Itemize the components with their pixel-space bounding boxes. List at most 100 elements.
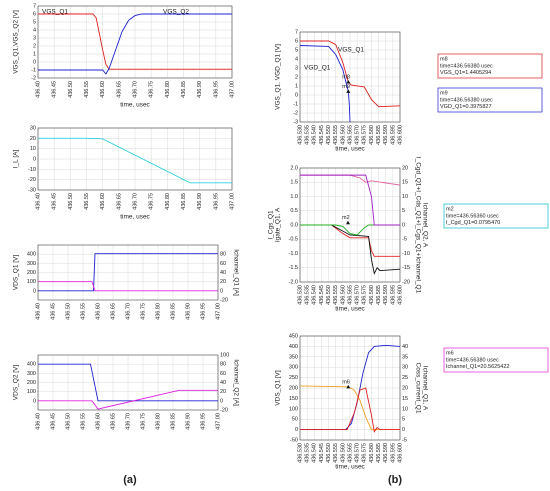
marker-box	[437, 53, 543, 79]
x-axis-label: time, usec	[335, 464, 365, 471]
y2-tick-label: 60	[220, 261, 226, 267]
x-tick-label: 436.55	[84, 193, 90, 210]
marker-box-title: m2	[446, 206, 454, 212]
marker-box-text: I_Cgd_Q1=0.0795470	[446, 220, 500, 226]
x-tick-label: 436.585	[376, 443, 382, 463]
y-tick-label: -50	[290, 437, 298, 443]
y-tick-label: 50	[292, 417, 298, 423]
y-tick-label: 4	[295, 56, 298, 62]
y-tick-label: 1.5	[290, 180, 298, 186]
x-tick-label: 436.70	[125, 303, 131, 320]
y2-tick-label: 0	[402, 427, 405, 433]
legend-label: VGS_Q1	[338, 47, 364, 54]
x-tick-label: 436.90	[197, 81, 203, 98]
y-tick-label: 3	[295, 65, 298, 71]
x-tick-label: 436.555	[333, 285, 339, 305]
y2-tick-label: 40	[402, 344, 408, 350]
series-line	[38, 363, 218, 402]
y2-axis-label: I_Cgd_Q1+I_Cds_Q1+I_Cgs_Q1+Ichannel_Q1	[414, 157, 421, 294]
series-line	[300, 224, 401, 275]
y2-tick-label: -15	[402, 265, 410, 271]
y2-axis-label: Ichannel_Q1, A	[421, 366, 428, 411]
marker-point	[346, 89, 351, 93]
x-tick-label: 436.580	[369, 125, 375, 145]
y-tick-label: 2.0	[290, 165, 298, 171]
x-tick-label: 436.545	[319, 125, 325, 145]
x-tick-label: 436.90	[185, 413, 191, 430]
x-tick-label: 436.65	[110, 413, 116, 430]
series-line	[38, 13, 232, 75]
y-tick-label: 400	[27, 362, 36, 368]
x-tick-label: 436.540	[312, 125, 318, 145]
plot-frame	[37, 244, 219, 301]
legend-label: VGD_Q1	[304, 65, 331, 72]
y-tick-label: 200	[27, 380, 36, 386]
x-tick-label: 436.575	[362, 285, 368, 305]
x-tick-label: 436.80	[165, 81, 171, 98]
y2-tick-label: 15	[402, 396, 408, 402]
x-tick-label: 436.40	[35, 303, 41, 320]
marker-box	[443, 347, 549, 373]
marker-label: m9	[342, 84, 350, 90]
x-tick-label: 437.00	[215, 413, 221, 430]
y2-tick-label: 5	[402, 208, 405, 214]
x-tick-label: 436.535	[305, 443, 311, 463]
x-tick-label: 436.550	[326, 125, 332, 145]
x-tick-label: 436.540	[312, 443, 318, 463]
y-tick-label: 0.5	[290, 208, 298, 214]
y2-axis-label: Coss_current_Q1	[414, 363, 421, 414]
y-axis-label: VGS_Q1,VGS_Q2 [V]	[13, 10, 20, 74]
y2-tick-label: 20	[402, 385, 408, 391]
plot-frame	[299, 335, 401, 441]
marker-box-text: VGS_Q1=1.4405294	[440, 70, 491, 76]
y2-tick-label: -20	[220, 297, 228, 303]
y-tick-label: 7	[33, 3, 36, 9]
x-tick-label: 436.600	[397, 285, 403, 305]
x-tick-label: 436.595	[390, 125, 396, 145]
y-tick-label: 100	[27, 389, 36, 395]
y-tick-label: 0	[33, 156, 36, 162]
x-tick-label: 436.85	[170, 413, 176, 430]
x-tick-label: 436.570	[355, 285, 361, 305]
y2-tick-label: 25	[402, 375, 408, 381]
y-tick-label: -10	[28, 167, 36, 173]
x-tick-label: 436.50	[68, 81, 74, 98]
x-tick-label: 436.560	[340, 285, 346, 305]
y-tick-label: -30	[28, 187, 36, 193]
y2-tick-label: 35	[402, 354, 408, 360]
y-tick-label: 0	[33, 59, 36, 65]
y-tick-label: 300	[27, 371, 36, 377]
x-axis-label: time, usec	[335, 146, 365, 153]
marker-box-title: m6	[446, 350, 454, 356]
y-tick-label: 0	[33, 288, 36, 294]
y-tick-label: 4	[33, 27, 36, 33]
marker-label: m2	[342, 215, 350, 221]
series-line	[38, 137, 232, 184]
y2-tick-label: 20	[220, 389, 226, 395]
x-tick-label: 436.40	[35, 193, 41, 210]
plot-frame	[37, 354, 219, 411]
x-tick-label: 436.565	[347, 443, 353, 463]
y-tick-label: 250	[289, 375, 298, 381]
x-tick-label: 436.565	[347, 285, 353, 305]
y-axis-label: I_L [A]	[13, 150, 20, 169]
y2-tick-label: -5	[402, 237, 407, 243]
marker-box	[437, 87, 543, 113]
x-axis-label: time, usec	[335, 306, 365, 313]
x-tick-label: 436.570	[355, 443, 361, 463]
x-tick-label: 436.75	[140, 303, 146, 320]
series-line	[38, 13, 232, 70]
marker-point	[346, 80, 351, 84]
x-tick-label: 436.595	[390, 285, 396, 305]
y2-tick-label: 5	[402, 417, 405, 423]
x-axis-label: time, usec	[120, 214, 150, 221]
x-tick-label: 436.65	[110, 303, 116, 320]
y-tick-label: -1	[293, 101, 298, 107]
y-tick-label: 450	[289, 333, 298, 339]
x-tick-label: 436.590	[383, 285, 389, 305]
y2-tick-label: 0	[220, 398, 223, 404]
plot-frame	[37, 5, 233, 79]
y-tick-label: 300	[27, 261, 36, 267]
x-tick-label: 436.580	[369, 285, 375, 305]
